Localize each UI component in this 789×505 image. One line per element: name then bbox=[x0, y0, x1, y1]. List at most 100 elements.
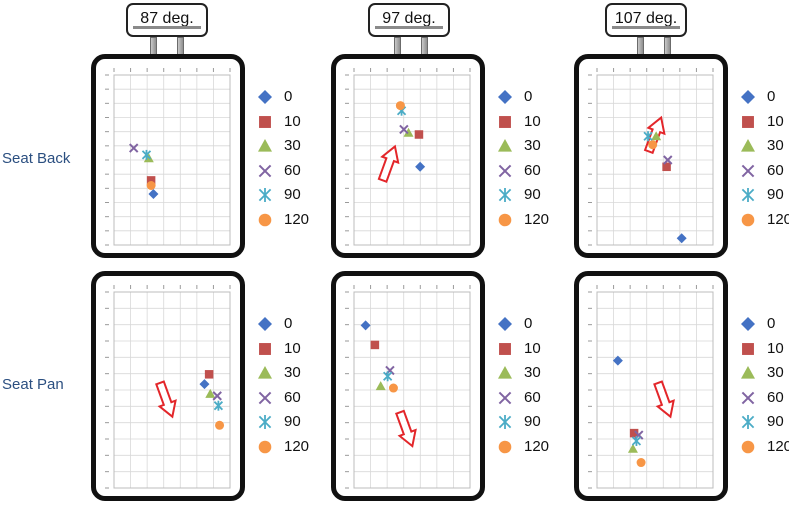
legend-label: 10 bbox=[767, 112, 784, 130]
data-point-0 bbox=[199, 379, 210, 390]
legend-label: 90 bbox=[767, 186, 784, 203]
legend-label: 60 bbox=[524, 161, 541, 179]
legend-item-30: 30 bbox=[738, 134, 789, 158]
plot-panel-seat-pan-87 bbox=[91, 271, 245, 501]
plot-panel-seat-back-97 bbox=[331, 54, 485, 258]
legend-label: 60 bbox=[524, 388, 541, 406]
legend-item-60: 60 bbox=[255, 159, 325, 183]
legend-marker bbox=[258, 188, 272, 202]
legend-marker bbox=[498, 90, 512, 104]
legend-marker bbox=[742, 342, 754, 355]
axis-ticks bbox=[345, 68, 471, 246]
legend-label: 0 bbox=[284, 88, 293, 105]
data-point-30 bbox=[627, 443, 638, 453]
data-point-30 bbox=[651, 131, 662, 141]
data-point-10 bbox=[204, 370, 214, 379]
legend-label: 60 bbox=[284, 161, 301, 179]
data-point-30 bbox=[375, 381, 386, 391]
legend-marker bbox=[741, 188, 755, 202]
data-point-60 bbox=[212, 391, 222, 401]
legend-item-60: 60 bbox=[255, 386, 325, 410]
data-point-90 bbox=[213, 400, 224, 411]
axis-ticks bbox=[588, 68, 714, 246]
legend-item-90: 90 bbox=[738, 183, 789, 207]
legend-label: 120 bbox=[767, 437, 789, 455]
legend-label: 30 bbox=[284, 364, 301, 381]
plot-panel-seat-pan-107 bbox=[574, 271, 728, 501]
angle-underline bbox=[375, 26, 443, 29]
legend-marker bbox=[259, 115, 271, 128]
angle-label-87: 87 deg. bbox=[126, 3, 208, 37]
data-point-90 bbox=[631, 435, 642, 446]
legend-marker bbox=[498, 213, 512, 226]
data-point-0 bbox=[612, 355, 623, 366]
legend-item-30: 30 bbox=[255, 361, 325, 385]
row-label-seat-pan: Seat Pan bbox=[2, 376, 64, 393]
legend-marker bbox=[741, 391, 755, 404]
legend-label: 120 bbox=[767, 210, 789, 228]
data-point-0 bbox=[148, 189, 159, 199]
data-point-10 bbox=[662, 162, 671, 172]
legend-marker bbox=[741, 139, 755, 152]
legend-label: 0 bbox=[524, 315, 533, 332]
legend-label: 0 bbox=[524, 88, 533, 105]
legend-label: 90 bbox=[284, 413, 301, 430]
legend-item-90: 90 bbox=[255, 410, 325, 434]
legend-label: 90 bbox=[524, 186, 541, 203]
angle-text-97: 97 deg. bbox=[382, 10, 436, 27]
legend-marker bbox=[741, 213, 755, 226]
data-point-120 bbox=[388, 383, 398, 393]
angle-underline bbox=[133, 26, 201, 29]
legend-item-10: 10 bbox=[255, 337, 325, 361]
legend-label: 30 bbox=[767, 364, 784, 381]
legend-label: 30 bbox=[524, 137, 541, 154]
data-point-90 bbox=[643, 131, 653, 142]
legend-label: 10 bbox=[524, 112, 541, 130]
legend-item-120: 120 bbox=[495, 435, 565, 459]
legend-marker bbox=[741, 90, 755, 104]
legend-label: 10 bbox=[524, 339, 541, 357]
plot-panel-seat-back-107 bbox=[574, 54, 728, 258]
legend-marker bbox=[258, 317, 272, 331]
legend-marker bbox=[259, 342, 271, 355]
legend-marker bbox=[741, 415, 755, 429]
legend-item-90: 90 bbox=[255, 183, 325, 207]
data-point-120 bbox=[636, 458, 646, 468]
legend-label: 0 bbox=[284, 315, 293, 332]
legend-marker bbox=[498, 139, 512, 152]
data-point-0 bbox=[415, 161, 426, 172]
data-point-10 bbox=[146, 176, 156, 185]
legend-item-120: 120 bbox=[738, 435, 789, 459]
data-point-10 bbox=[629, 428, 639, 438]
scatter-plot bbox=[105, 285, 231, 489]
plot-panel-seat-back-87 bbox=[91, 54, 245, 258]
legend-item-10: 10 bbox=[495, 337, 565, 361]
data-point-120 bbox=[648, 140, 658, 150]
gridlines bbox=[113, 74, 231, 246]
legend-marker bbox=[498, 164, 512, 177]
data-point-60 bbox=[399, 124, 409, 135]
legend-label: 120 bbox=[524, 210, 550, 228]
legend-item-60: 60 bbox=[495, 386, 565, 410]
legend-item-30: 30 bbox=[495, 134, 565, 158]
gridlines bbox=[596, 291, 714, 489]
legend-item-60: 60 bbox=[738, 386, 789, 410]
legend-marker bbox=[258, 366, 272, 379]
legend-label: 90 bbox=[767, 413, 784, 430]
legend-label: 10 bbox=[767, 339, 784, 357]
gridlines bbox=[353, 74, 471, 246]
legend-marker bbox=[258, 164, 272, 177]
legend-label: 30 bbox=[767, 137, 784, 154]
angle-text-107: 107 deg. bbox=[614, 10, 678, 27]
legend-marker bbox=[498, 440, 512, 453]
legend-marker bbox=[258, 415, 272, 429]
legend-item-10: 10 bbox=[495, 110, 565, 134]
trend-arrow bbox=[395, 409, 417, 448]
trend-arrow bbox=[377, 144, 400, 183]
data-point-30 bbox=[403, 127, 414, 137]
legend-marker bbox=[741, 317, 755, 331]
data-point-0 bbox=[676, 233, 687, 244]
scatter-plot bbox=[105, 68, 231, 246]
legend-item-30: 30 bbox=[255, 134, 325, 158]
legend-marker bbox=[741, 440, 755, 453]
